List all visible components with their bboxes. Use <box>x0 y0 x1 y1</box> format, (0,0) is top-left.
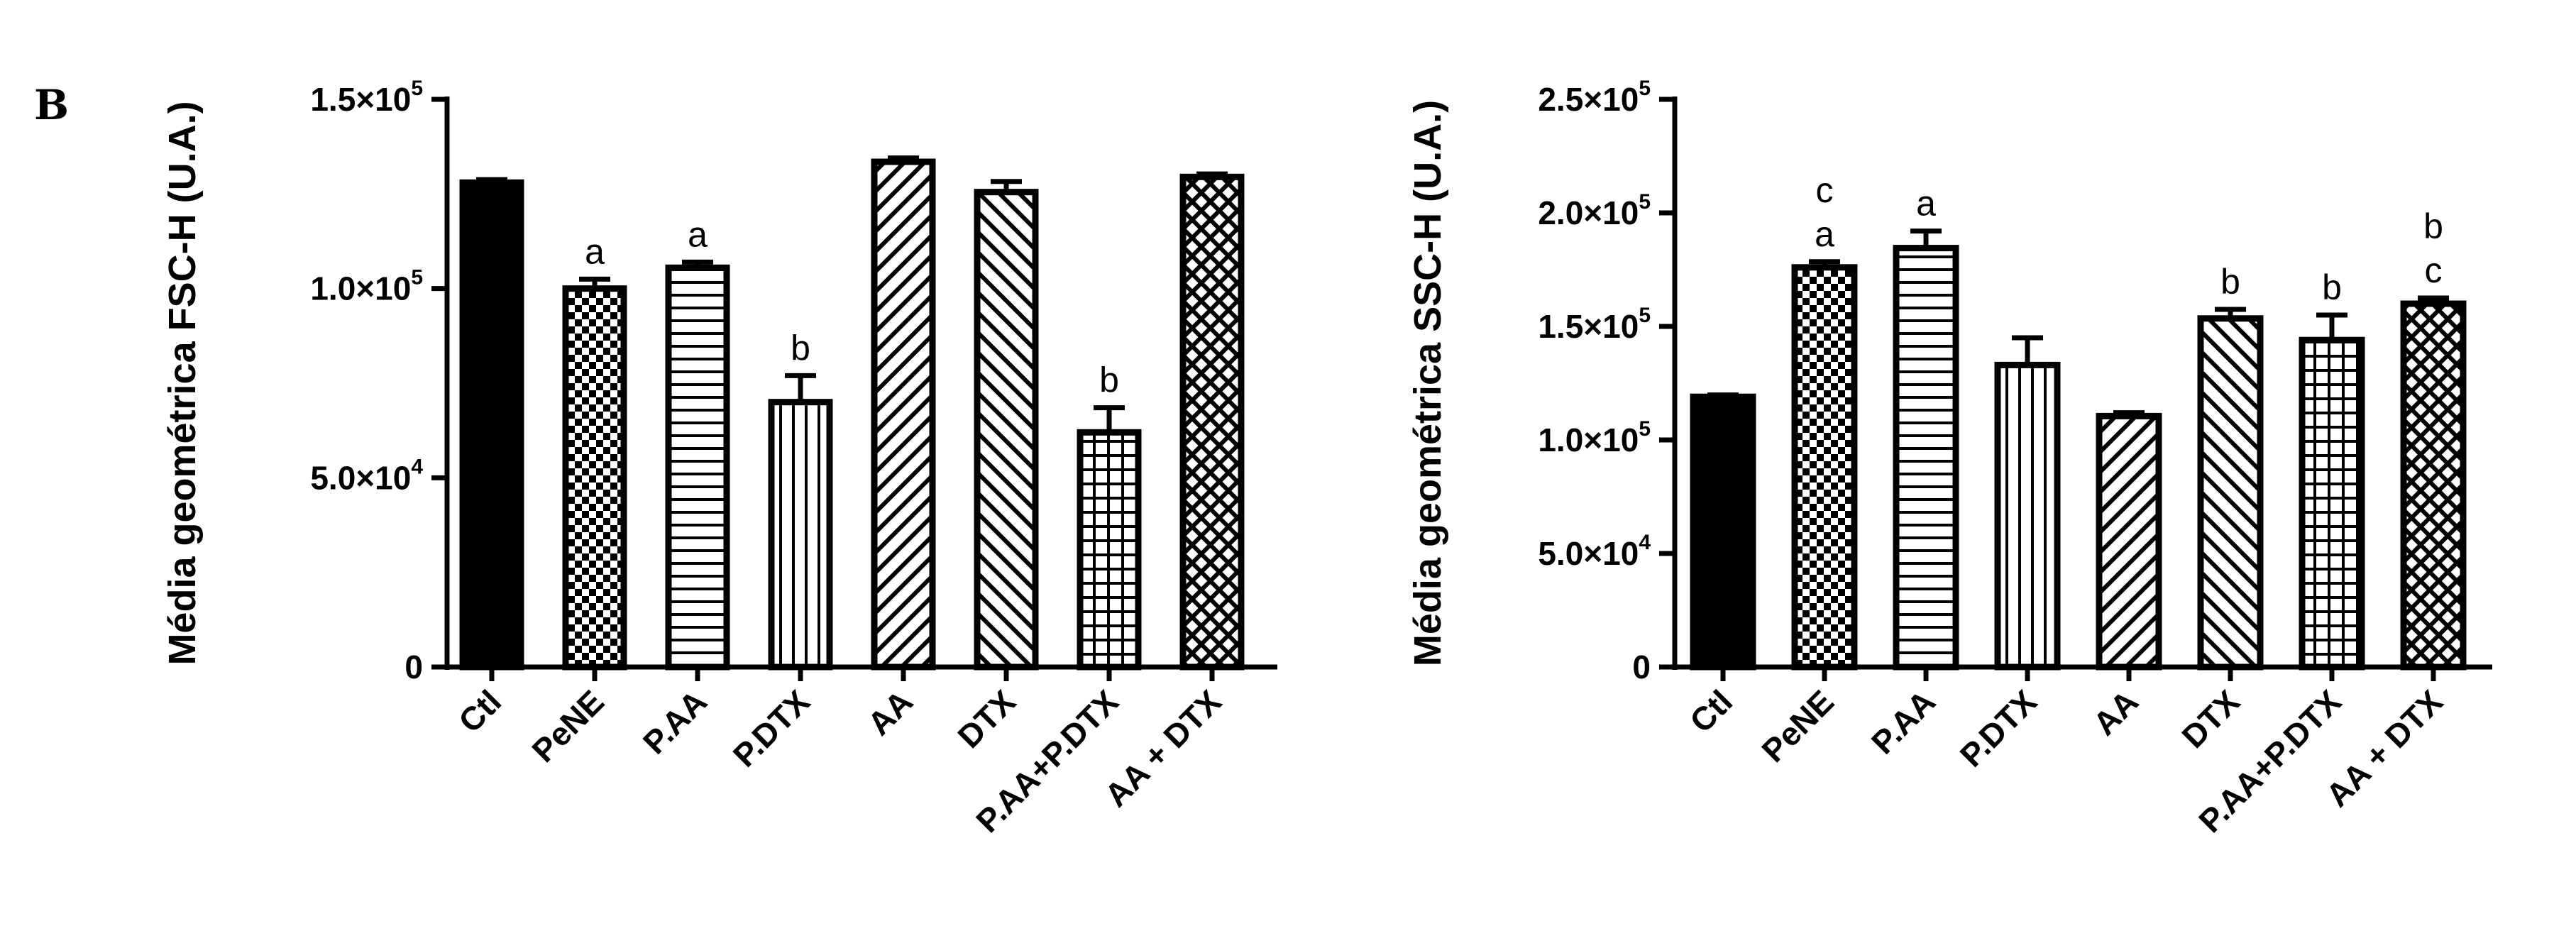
significance-label: b <box>791 328 810 368</box>
y-tick-label: 1.0×105 <box>1538 417 1651 458</box>
category-label: P.AA <box>636 683 714 761</box>
bar <box>2197 315 2264 671</box>
chart-ssc: Média geométrica SSC-H (U.A.) 0 5.0×104 1.0… <box>1407 77 2492 839</box>
significance-label: a <box>1916 184 1936 224</box>
category-label: AA <box>2086 683 2145 742</box>
bar <box>2299 336 2365 671</box>
bar <box>1690 393 1756 671</box>
y-tick-label: 1.5×105 <box>1538 304 1651 345</box>
category-label: P.DTX <box>726 683 818 774</box>
bar <box>2400 300 2467 671</box>
category-label: Ctl <box>451 683 508 739</box>
bar <box>871 158 936 671</box>
bar <box>562 285 627 671</box>
y-axis-title: Média geométrica FSC-H (U.A.) <box>161 101 204 665</box>
y-tick-label: 5.0×104 <box>310 455 423 496</box>
significance-label: a <box>1815 214 1834 254</box>
bar <box>1179 173 1245 671</box>
y-axis-title: Média geométrica SSC-H (U.A.) <box>1407 100 1449 666</box>
category-label: PeNE <box>1754 683 1841 769</box>
bar <box>1994 361 2061 671</box>
significance-label: b <box>2322 268 2342 307</box>
significance-label: b <box>2220 262 2240 302</box>
significance-label: a <box>585 231 605 271</box>
y-tick-label: 5.0×104 <box>1538 531 1651 572</box>
y-tick-label: 1.0×105 <box>310 266 423 307</box>
significance-label: c <box>1816 170 1834 210</box>
significance-label: b <box>1099 360 1119 400</box>
category-label: AA <box>860 683 920 742</box>
chart-fsc: Média geométrica FSC-H (U.A.) 0 5.0×104 1.0… <box>161 77 1277 839</box>
category-label: P.DTX <box>1953 683 2044 774</box>
category-label: DTX <box>2174 683 2247 755</box>
bar <box>1791 264 1858 671</box>
y-tick-label: 2.5×105 <box>1538 77 1651 118</box>
bar <box>459 179 524 671</box>
panel-label: B <box>34 81 69 129</box>
significance-label: a <box>688 214 708 254</box>
y-tick-label: 0 <box>1632 649 1651 685</box>
bar <box>974 189 1039 671</box>
y-tick-label: 2.0×105 <box>1538 190 1651 231</box>
significance-label: b <box>2423 206 2443 246</box>
bar <box>665 264 730 671</box>
bar <box>768 399 833 671</box>
category-label: PeNE <box>524 683 611 769</box>
category-label: P.AA <box>1864 683 1942 761</box>
category-label: DTX <box>950 683 1023 755</box>
bar <box>2096 412 2162 671</box>
bar <box>1893 245 1959 671</box>
significance-label: c <box>2425 250 2443 290</box>
bar <box>1077 429 1142 671</box>
y-tick-label: 1.5×105 <box>310 77 423 118</box>
y-tick-label: 0 <box>404 649 423 685</box>
category-label: Ctl <box>1683 683 1739 739</box>
